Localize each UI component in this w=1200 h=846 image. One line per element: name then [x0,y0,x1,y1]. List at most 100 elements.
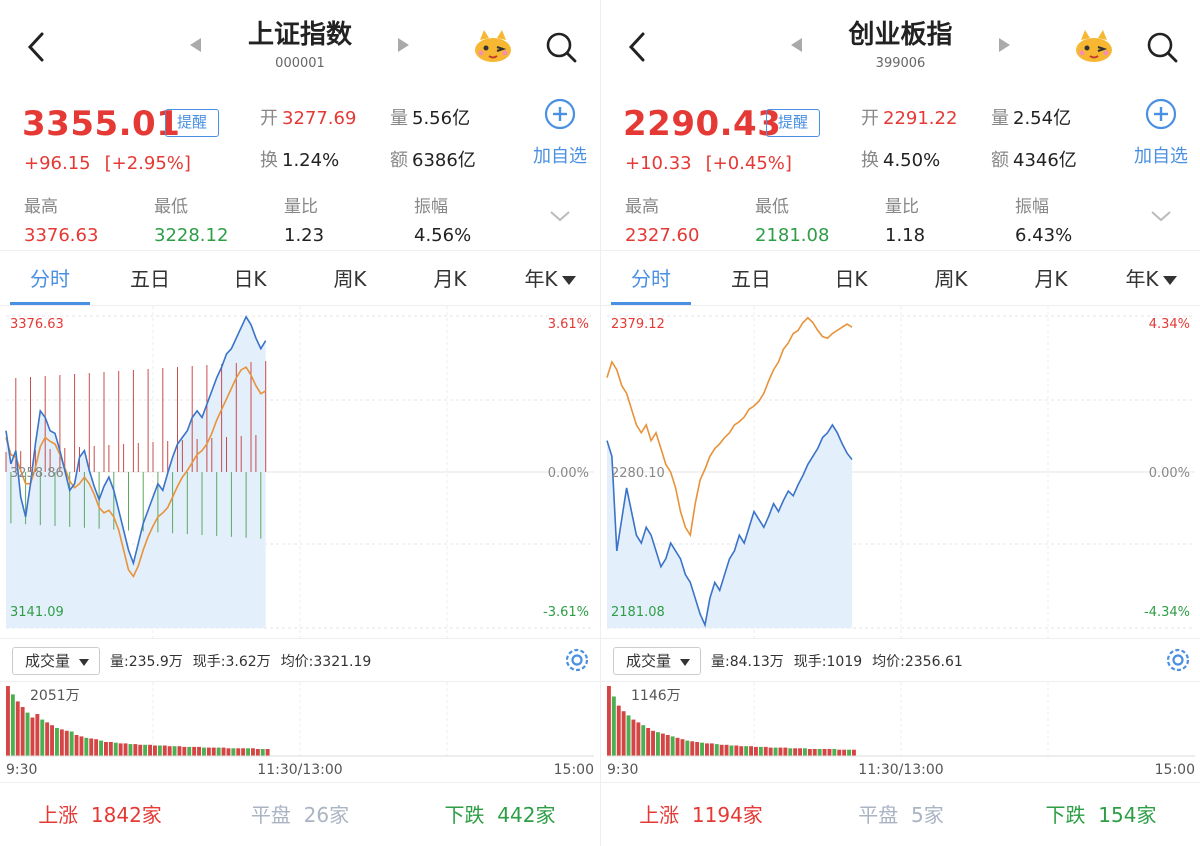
caret-down-icon [1162,276,1177,285]
volume-bar [216,747,221,756]
tab-five-day[interactable]: 五日 [731,267,771,291]
volume-bar [182,746,187,756]
volume-bar [104,742,108,756]
turnover-value: 1.24% [282,150,340,171]
y-mid-label: 3258.86 [10,466,64,481]
change-value: +96.15 [24,153,91,174]
volume-bar [157,745,162,756]
volume-bar [837,749,842,756]
market-breadth: 上涨 1842家 平盘 26家 下跌 442家 [0,782,600,846]
stat-low: 最低 2181.08 [755,192,829,246]
price-area [6,316,266,628]
stat-value: 3376.63 [24,225,99,246]
volume-bar [260,749,265,756]
volume-bar [84,737,89,756]
chevron-down-icon[interactable] [1149,208,1173,224]
amount-label: 额 [390,150,408,171]
plus-circle-icon [544,98,576,130]
volume-toolbar: 成交量 量:235.9万 现手:3.62万 均价:3321.19 [0,638,600,682]
stat-amplitude: 振幅 4.56% [414,192,471,246]
decliners-label: 下跌 [1045,803,1086,827]
stat-label: 量比 [885,197,919,217]
volume-bar [153,745,157,756]
remind-button[interactable]: 提醒 [165,109,219,137]
mascot-icon[interactable] [1073,26,1115,64]
prev-index-button[interactable] [190,38,201,52]
y-low-label: 2181.08 [611,605,665,620]
indicator-select-value: 成交量 [626,652,672,670]
volume-bar [631,719,636,756]
caret-down-icon [561,276,576,285]
y-mid-label: 2280.10 [611,466,665,481]
search-icon[interactable] [544,30,578,64]
volume-bar [246,748,250,756]
volume-bar [40,719,45,756]
volume-bar [133,744,138,756]
index-code: 399006 [875,56,926,71]
tab-yearly-k[interactable]: 年K [500,251,600,305]
volume-bar [793,748,798,756]
search-icon[interactable] [1145,30,1179,64]
volume-bar [842,749,847,756]
tab-monthly-k[interactable]: 月K [1034,267,1068,291]
time-label-open: 9:30 [6,762,37,778]
volume-bar [768,747,773,756]
gear-icon[interactable] [562,645,592,675]
volume-bar [187,746,192,756]
intraday-chart[interactable]: 2379.12 2280.10 2181.08 4.34% 0.00% -4.34% [601,306,1200,638]
volume-bar [74,735,79,756]
volume-bar [192,746,197,756]
index-title: 上证指数 [247,20,352,50]
tab-weekly-k[interactable]: 周K [333,267,367,291]
volume-bar [50,725,54,756]
gear-icon[interactable] [1163,645,1193,675]
volume-value: 5.56亿 [412,108,471,129]
open-value: 2291.22 [883,108,958,129]
volume-bar [621,711,626,756]
tab-five-day[interactable]: 五日 [130,267,170,291]
average-price: 均价:3321.19 [280,654,372,670]
volume-bar [754,746,758,756]
chevron-down-icon[interactable] [548,208,572,224]
tab-daily-k[interactable]: 日K [233,267,267,291]
tab-monthly-k[interactable]: 月K [433,267,467,291]
tab-yearly-k-label: 年K [524,267,558,291]
volume-bar [665,735,670,756]
intraday-chart[interactable]: 3376.63 3258.86 3141.09 3.61% 0.00% -3.61% [0,306,600,638]
current-hand: 现手:1019 [793,654,863,670]
remind-button[interactable]: 提醒 [766,109,820,137]
indicator-select[interactable]: 成交量 [12,647,100,675]
add-watchlist-label: 加自选 [1134,146,1188,167]
open-label: 开 [260,108,278,129]
add-watchlist-button[interactable]: 加自选 [530,98,590,168]
volume-bar [827,749,832,756]
volume-bar [656,732,660,756]
tab-intraday[interactable]: 分时 [601,251,701,305]
chevron-left-icon [628,32,645,62]
volume-bar [758,746,763,756]
add-watchlist-button[interactable]: 加自选 [1131,98,1191,168]
stat-low: 最低 3228.12 [154,192,228,246]
volume-bar [788,748,793,756]
tab-daily-k[interactable]: 日K [834,267,868,291]
indicator-select-value: 成交量 [25,652,71,670]
back-button[interactable] [623,30,653,64]
chart-tabs: 分时 五日 日K 周K 月K 年K [0,250,600,306]
unchanged-label: 平盘 [250,803,291,827]
prev-index-button[interactable] [791,38,802,52]
tab-intraday[interactable]: 分时 [0,251,100,305]
indicator-select[interactable]: 成交量 [613,647,701,675]
mascot-icon[interactable] [472,26,514,64]
volume-bar [202,747,206,756]
volume-bar [724,744,729,756]
next-index-button[interactable] [398,38,409,52]
tab-yearly-k[interactable]: 年K [1101,251,1200,305]
back-button[interactable] [22,30,52,64]
average-line [606,316,853,538]
volume-bar [123,743,128,756]
tab-weekly-k[interactable]: 周K [934,267,968,291]
stat-value: 3228.12 [154,225,229,246]
next-index-button[interactable] [999,38,1010,52]
volume-bar [138,744,143,756]
change-percent: [+0.45%] [705,153,792,174]
